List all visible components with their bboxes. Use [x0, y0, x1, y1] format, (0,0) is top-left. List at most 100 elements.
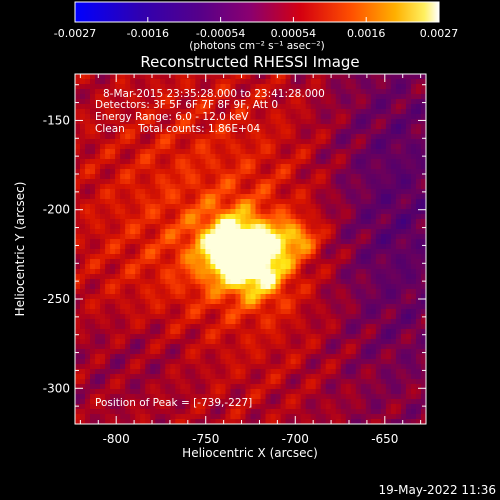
heatmap-cell: [205, 204, 211, 210]
heatmap-cell: [370, 409, 377, 415]
heatmap-cell: [335, 394, 342, 400]
heatmap-cell: [205, 269, 211, 275]
heatmap-cell: [145, 334, 151, 340]
heatmap-cell: [155, 199, 161, 205]
heatmap-cell: [205, 414, 211, 420]
heatmap-cell: [405, 134, 412, 140]
heatmap-cell: [235, 189, 242, 195]
heatmap-cell: [255, 369, 262, 375]
heatmap-cell: [195, 159, 201, 165]
heatmap-cell: [275, 184, 282, 190]
heatmap-cell: [225, 264, 232, 270]
heatmap-cell: [360, 84, 367, 90]
heatmap-cell: [125, 374, 131, 380]
heatmap-cell: [175, 259, 181, 265]
heatmap-cell: [365, 74, 372, 80]
heatmap-cell: [260, 379, 267, 385]
heatmap-cell: [330, 234, 337, 240]
heatmap-cell: [320, 109, 327, 115]
heatmap-cell: [265, 334, 272, 340]
heatmap-cell: [370, 379, 377, 385]
heatmap-cell: [275, 219, 282, 225]
heatmap-cell: [80, 144, 86, 150]
heatmap-cell: [195, 254, 201, 260]
heatmap-cell: [170, 399, 176, 405]
heatmap-cell: [240, 249, 247, 255]
heatmap-cell: [240, 189, 247, 195]
heatmap-cell: [185, 289, 191, 295]
heatmap-cell: [210, 104, 216, 110]
heatmap-cell: [135, 379, 141, 385]
heatmap-cell: [120, 169, 126, 175]
heatmap-cell: [270, 364, 277, 370]
heatmap-cell: [370, 384, 377, 390]
heatmap-cell: [410, 94, 417, 100]
heatmap-cell: [130, 239, 136, 245]
heatmap-cell: [250, 94, 257, 100]
heatmap-cell: [340, 414, 347, 420]
heatmap-cell: [300, 134, 307, 140]
heatmap-cell: [175, 99, 181, 105]
heatmap-cell: [215, 189, 222, 195]
heatmap-cell: [95, 79, 101, 85]
heatmap-cell: [250, 404, 257, 410]
heatmap-cell: [230, 224, 237, 230]
heatmap-cell: [205, 344, 211, 350]
heatmap-cell: [285, 119, 292, 125]
heatmap-cell: [270, 324, 277, 330]
heatmap-cell: [305, 314, 312, 320]
heatmap-cell: [340, 109, 347, 115]
heatmap-cell: [135, 109, 141, 115]
heatmap-cell: [170, 269, 176, 275]
heatmap-cell: [200, 84, 206, 90]
heatmap-cell: [255, 309, 262, 315]
heatmap-cell: [280, 304, 287, 310]
heatmap-cell: [115, 394, 121, 400]
heatmap-cell: [100, 319, 106, 325]
heatmap-cell: [385, 389, 392, 395]
heatmap-cell: [180, 339, 186, 345]
heatmap-cell: [90, 389, 96, 395]
heatmap-cell: [235, 234, 242, 240]
heatmap-cell: [75, 399, 81, 405]
heatmap-cell: [235, 399, 242, 405]
heatmap-cell: [180, 204, 186, 210]
heatmap-cell: [420, 119, 426, 125]
heatmap-cell: [135, 259, 141, 265]
heatmap-cell: [85, 129, 91, 135]
heatmap-cell: [75, 369, 81, 375]
heatmap-cell: [350, 294, 357, 300]
heatmap-cell: [300, 304, 307, 310]
heatmap-cell: [340, 129, 347, 135]
heatmap-cell: [165, 109, 171, 115]
heatmap-cell: [300, 414, 307, 420]
heatmap-cell: [145, 239, 151, 245]
heatmap-cell: [405, 109, 412, 115]
heatmap-cell: [255, 264, 262, 270]
heatmap-cell: [200, 214, 206, 220]
heatmap-cell: [280, 234, 287, 240]
heatmap-cell: [415, 279, 422, 285]
heatmap-cell: [140, 329, 146, 335]
heatmap-cell: [95, 179, 101, 185]
heatmap-cell: [355, 354, 362, 360]
heatmap-cell: [280, 389, 287, 395]
heatmap-cell: [330, 329, 337, 335]
heatmap-cell: [330, 364, 337, 370]
heatmap-cell: [255, 409, 262, 415]
heatmap-cell: [255, 319, 262, 325]
heatmap-cell: [180, 234, 186, 240]
heatmap-cell: [320, 194, 327, 200]
heatmap-cell: [375, 109, 382, 115]
heatmap-cell: [185, 414, 191, 420]
heatmap-cell: [210, 114, 216, 120]
heatmap-cell: [355, 114, 362, 120]
heatmap-cell: [145, 169, 151, 175]
heatmap-cell: [100, 359, 106, 365]
heatmap-cell: [245, 349, 252, 355]
heatmap-cell: [405, 274, 412, 280]
heatmap-cell: [385, 334, 392, 340]
heatmap-cell: [220, 249, 227, 255]
heatmap-cell: [365, 334, 372, 340]
heatmap-cell: [95, 299, 101, 305]
